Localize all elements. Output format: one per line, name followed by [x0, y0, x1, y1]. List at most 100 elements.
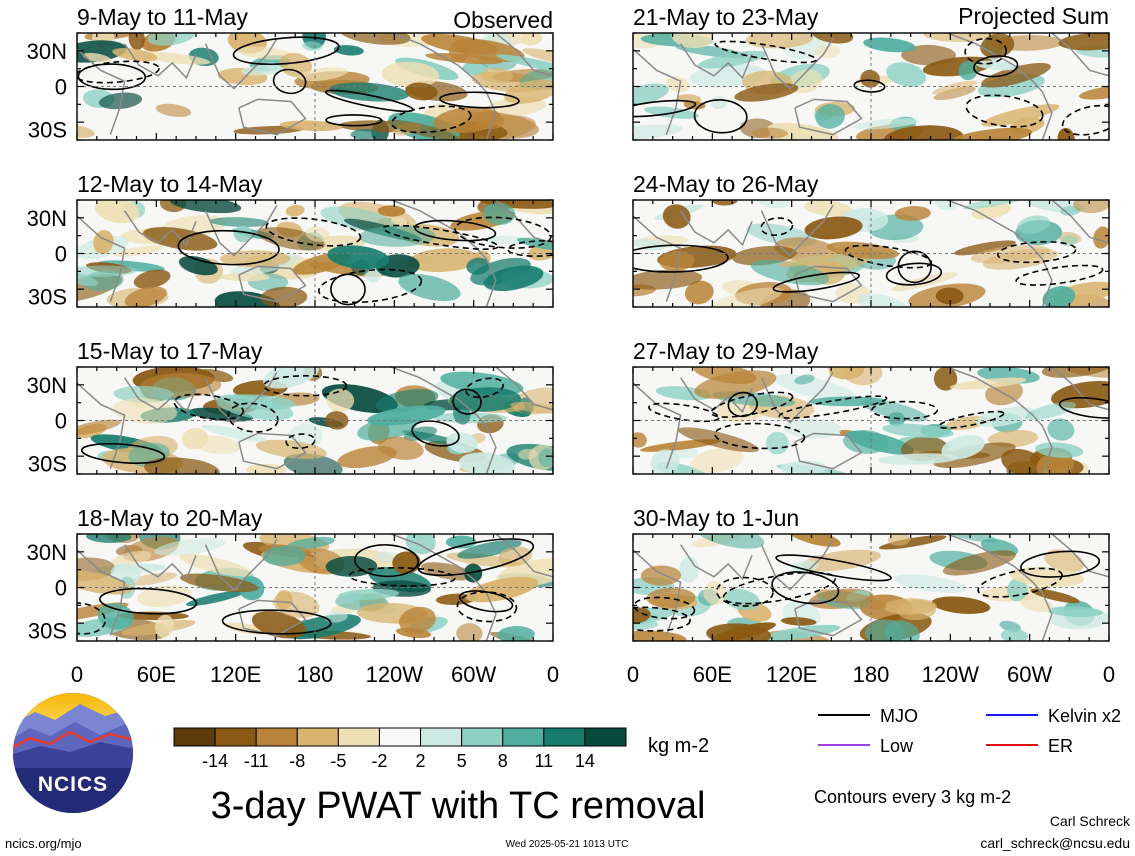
latitude-label: 30S — [28, 451, 67, 476]
coastline — [238, 265, 307, 303]
legend-label: Kelvin x2 — [1048, 706, 1121, 726]
coastline — [794, 265, 863, 303]
coastline — [633, 215, 682, 302]
pwat-anomaly-patch — [350, 128, 380, 140]
pwat-anomaly-patch — [712, 200, 738, 206]
pwat-anomaly-patch — [697, 50, 767, 69]
map-panel — [632, 199, 1110, 308]
pwat-anomaly-patch — [185, 590, 246, 607]
coastline — [946, 33, 1053, 140]
colorbar-tick-label: 2 — [416, 751, 426, 771]
pwat-anomaly-patch — [886, 62, 927, 87]
pwat-anomaly-patch — [462, 61, 489, 76]
map-panel — [76, 32, 554, 141]
pwat-anomaly-patch — [209, 217, 269, 227]
pwat-anomaly-patch — [882, 423, 954, 439]
pwat-anomaly-patch — [398, 273, 461, 302]
colorbar-tick-label: 11 — [534, 751, 553, 771]
pwat-anomaly-patch — [662, 204, 691, 229]
pwat-anomaly-patch — [1093, 226, 1109, 249]
contour-line — [1061, 104, 1109, 136]
pwat-anomaly-patch — [787, 534, 841, 547]
coastline — [390, 367, 497, 474]
latitude-label: 30N — [27, 373, 67, 398]
panel-date-label: 18-May to 20-May — [77, 505, 263, 531]
pwat-anomaly-patch — [286, 536, 336, 550]
pwat-anomaly-patch — [112, 48, 158, 62]
mjo-contours — [633, 550, 1101, 632]
contour-line — [1020, 550, 1101, 578]
coastlines — [633, 200, 1109, 307]
pwat-anomaly-patch — [285, 204, 305, 217]
pwat-anomaly-patch — [864, 619, 905, 641]
contour-line — [454, 216, 552, 249]
pwat-anomaly-patch — [861, 399, 928, 422]
colorbar-swatch — [584, 727, 627, 747]
coastline — [123, 210, 197, 247]
pwat-anomaly-patch — [466, 257, 490, 275]
latitude-label: 30N — [27, 206, 67, 231]
pwat-anomaly-patch — [1017, 215, 1050, 234]
pwat-anomaly-patch — [933, 86, 976, 101]
contours-note: Contours every 3 kg m-2 — [814, 787, 1011, 807]
coastline — [760, 538, 834, 591]
pwat-anomaly-patch — [894, 206, 931, 221]
pwat-anomaly-patch — [815, 104, 845, 129]
contour-line — [633, 244, 729, 273]
contour-line — [354, 544, 419, 578]
pwat-anomaly-patch — [1047, 418, 1075, 441]
pwat-anomaly-patch — [377, 205, 406, 217]
pwat-anomaly-patch — [750, 259, 830, 286]
coastlines — [633, 367, 1109, 474]
pwat-anomaly-patch — [144, 457, 220, 474]
contour-line — [221, 609, 332, 635]
colorbar-swatch — [173, 727, 216, 747]
pwat-anomaly-patch — [752, 127, 788, 139]
pwat-anomaly-patch — [975, 60, 1018, 71]
pwat-anomaly-patch — [893, 574, 968, 594]
pwat-anomaly-patch — [77, 265, 138, 278]
coastline — [679, 377, 753, 414]
pwat-anomaly-patch — [237, 46, 293, 60]
pwat-anomaly-patch — [483, 265, 544, 292]
contour-line — [977, 567, 1063, 598]
contour-line — [844, 244, 933, 269]
colorbar-swatch — [461, 727, 504, 747]
pwat-anomaly-patch — [137, 585, 192, 608]
contour-line — [633, 596, 696, 620]
coastline — [495, 534, 553, 578]
pwat-anomaly-patch — [650, 449, 680, 474]
contour-line — [77, 602, 106, 635]
latitude-label: 0 — [55, 242, 67, 267]
pwat-anomaly-patch — [220, 272, 270, 282]
pwat-anomaly-patch — [722, 589, 760, 611]
longitude-label: 180 — [853, 662, 890, 687]
pwat-anomaly-patch — [931, 596, 991, 614]
contour-line — [727, 391, 758, 418]
longitude-label: 0 — [547, 662, 559, 687]
pwat-anomaly-patch — [891, 272, 958, 292]
pwat-anomaly-patch — [518, 448, 538, 460]
panel-ticks — [76, 32, 554, 141]
pwat-anomaly-patch — [887, 534, 911, 546]
pwat-anomaly-patch — [240, 64, 284, 76]
pwat-anomaly-patch — [935, 287, 964, 305]
pwat-anomaly-patch — [711, 622, 776, 641]
coastline — [679, 544, 753, 581]
legend-label: ER — [1048, 736, 1073, 756]
coastline — [633, 382, 682, 469]
contour-line — [173, 393, 244, 421]
coastline — [204, 538, 278, 591]
pwat-anomaly-patch — [298, 67, 349, 82]
latitude-label: 0 — [55, 409, 67, 434]
colorbar-swatch — [502, 727, 545, 747]
coastlines — [77, 534, 553, 641]
contour-line — [348, 567, 456, 587]
coastline — [495, 33, 553, 77]
panel-date-label: 21-May to 23-May — [633, 4, 819, 30]
pwat-anomaly-patch — [262, 545, 306, 567]
colorbar-tick-label: -11 — [244, 751, 269, 771]
footer-timestamp: Wed 2025-05-21 1013 UTC — [506, 839, 629, 850]
contour-line — [997, 241, 1077, 264]
